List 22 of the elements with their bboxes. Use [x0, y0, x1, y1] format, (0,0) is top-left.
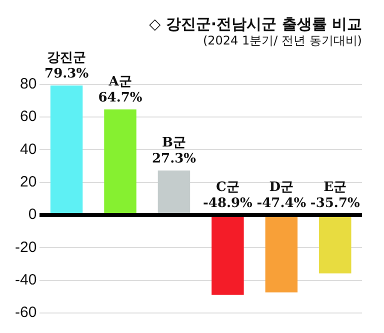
x-tick-label: C군	[216, 180, 240, 195]
y-tick-label: 40	[20, 140, 37, 158]
data-label: -35.7%	[310, 196, 360, 211]
x-tick-label: E군	[324, 180, 347, 195]
x-tick-label: D군	[269, 180, 294, 195]
y-tick-label: 60	[20, 108, 37, 126]
data-label: 79.3%	[44, 66, 90, 82]
y-tick-label: -60	[14, 304, 37, 322]
chart-title: ◇ 강진군·전남시군 출생률 비교	[149, 14, 362, 33]
x-tick-label: 강진군	[47, 50, 86, 66]
y-tick-label: 20	[20, 174, 37, 191]
y-tick-label: -20	[14, 238, 37, 256]
data-label: -47.4%	[256, 196, 307, 211]
data-label: -48.9%	[202, 196, 254, 211]
data-label: 27.3%	[152, 151, 197, 166]
x-tick-label: A군	[108, 74, 132, 90]
y-tick-label: -40	[14, 271, 37, 288]
x-tick-label: B군	[162, 135, 186, 150]
chart-subtitle: (2024 1분기/ 전년 동기대비)	[202, 33, 362, 48]
y-tick-label: 0	[28, 206, 37, 224]
y-tick-label: 80	[20, 76, 37, 93]
data-label: 64.7%	[98, 90, 143, 106]
